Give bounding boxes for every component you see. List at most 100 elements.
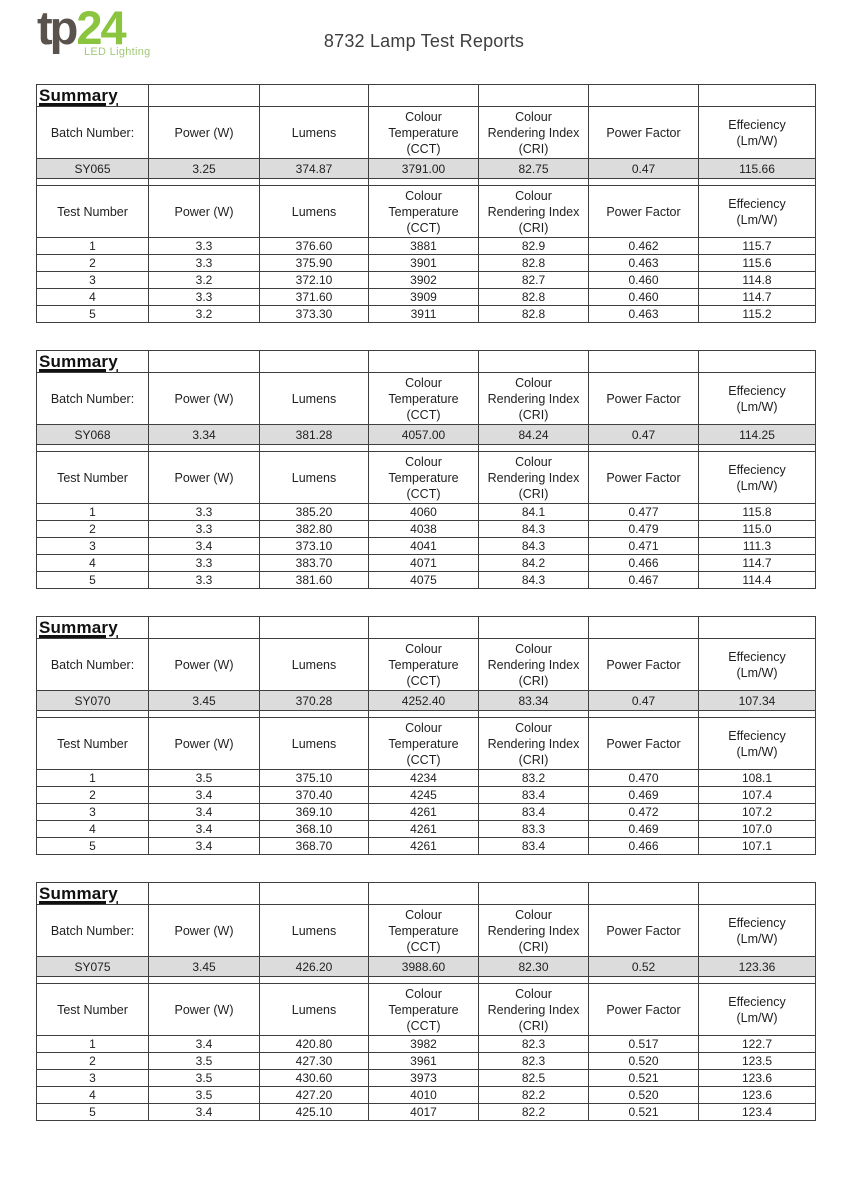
empty-cell — [478, 882, 589, 905]
lumens-column-header: Lumens — [259, 372, 369, 425]
test-power-cell: 3.4 — [148, 803, 260, 821]
test-power-factor-cell: 0.466 — [588, 554, 699, 572]
batch-efficiency-cell: 115.66 — [698, 158, 816, 179]
test-lumens-cell: 382.80 — [259, 520, 369, 538]
test-number-cell: 2 — [36, 520, 149, 538]
empty-cell — [368, 882, 479, 905]
test-efficiency-cell: 115.8 — [698, 503, 816, 521]
power-factor-column-header: Power Factor — [588, 638, 699, 691]
test-cri-cell: 82.8 — [478, 254, 589, 272]
power-factor-column-header: Power Factor — [588, 372, 699, 425]
cri-column-header: Colour Rendering Index (CRI) — [478, 717, 589, 770]
test-number-header: Test Number — [36, 983, 149, 1036]
cct-column-header: Colour Temperature (CCT) — [368, 372, 479, 425]
empty-cell — [148, 84, 260, 107]
spacer-row — [36, 178, 816, 186]
test-power-cell: 3.4 — [148, 820, 260, 838]
test-lumens-cell: 375.10 — [259, 769, 369, 787]
power-factor-column-header: Power Factor — [588, 983, 699, 1036]
test-power-factor-cell: 0.470 — [588, 769, 699, 787]
batch-lumens-cell: 370.28 — [259, 690, 369, 711]
test-power-factor-cell: 0.469 — [588, 820, 699, 838]
test-efficiency-cell: 107.0 — [698, 820, 816, 838]
test-data-row: 5 3.2 373.30 3911 82.8 0.463 115.2 — [36, 305, 816, 323]
batch-number-cell: SY065 — [36, 158, 149, 179]
spacer-cell — [148, 444, 260, 452]
test-efficiency-cell: 114.7 — [698, 554, 816, 572]
test-cri-cell: 84.1 — [478, 503, 589, 521]
summary-label-cell: Summary — [36, 84, 149, 107]
summary-table: Summary Batch Number: Power (W) Lumens C… — [36, 616, 816, 855]
batch-data-row: SY068 3.34 381.28 4057.00 84.24 0.47 114… — [36, 424, 816, 445]
empty-cell — [588, 84, 699, 107]
test-number-cell: 3 — [36, 803, 149, 821]
test-number-cell: 1 — [36, 503, 149, 521]
efficiency-column-header: Effeciency (Lm/W) — [698, 638, 816, 691]
test-cri-cell: 82.8 — [478, 288, 589, 306]
test-efficiency-cell: 122.7 — [698, 1035, 816, 1053]
batch-power-cell: 3.45 — [148, 956, 260, 977]
batch-power-factor-cell: 0.47 — [588, 158, 699, 179]
batch-number-header: Batch Number: — [36, 372, 149, 425]
efficiency-column-header: Effeciency (Lm/W) — [698, 451, 816, 504]
spacer-cell — [478, 178, 589, 186]
test-lumens-cell: 425.10 — [259, 1103, 369, 1121]
cct-column-header: Colour Temperature (CCT) — [368, 983, 479, 1036]
test-data-row: 3 3.4 369.10 4261 83.4 0.472 107.2 — [36, 803, 816, 821]
test-data-row: 5 3.4 368.70 4261 83.4 0.466 107.1 — [36, 837, 816, 855]
test-number-cell: 5 — [36, 837, 149, 855]
test-power-factor-cell: 0.469 — [588, 786, 699, 804]
spacer-cell — [259, 444, 369, 452]
test-lumens-cell: 369.10 — [259, 803, 369, 821]
test-lumens-cell: 376.60 — [259, 237, 369, 255]
test-efficiency-cell: 114.7 — [698, 288, 816, 306]
empty-cell — [368, 84, 479, 107]
spacer-cell — [148, 710, 260, 718]
spacer-cell — [259, 710, 369, 718]
spacer-row — [36, 710, 816, 718]
power-column-header: Power (W) — [148, 904, 260, 957]
test-lumens-cell: 373.10 — [259, 537, 369, 555]
cct-column-header: Colour Temperature (CCT) — [368, 638, 479, 691]
test-efficiency-cell: 115.2 — [698, 305, 816, 323]
lumens-column-header: Lumens — [259, 983, 369, 1036]
empty-cell — [698, 350, 816, 373]
batch-header-row: Batch Number: Power (W) Lumens Colour Te… — [36, 372, 816, 425]
empty-cell — [368, 616, 479, 639]
spacer-cell — [259, 178, 369, 186]
spacer-cell — [588, 976, 699, 984]
test-data-row: 2 3.3 375.90 3901 82.8 0.463 115.6 — [36, 254, 816, 272]
test-data-row: 3 3.4 373.10 4041 84.3 0.471 111.3 — [36, 537, 816, 555]
test-data-row: 5 3.4 425.10 4017 82.2 0.521 123.4 — [36, 1103, 816, 1121]
test-data-row: 1 3.5 375.10 4234 83.2 0.470 108.1 — [36, 769, 816, 787]
batch-cct-cell: 4252.40 — [368, 690, 479, 711]
summary-table-block: Summary Batch Number: Power (W) Lumens C… — [36, 84, 816, 323]
test-efficiency-cell: 111.3 — [698, 537, 816, 555]
logo-tp-text: tp — [37, 1, 78, 54]
cct-column-header: Colour Temperature (CCT) — [368, 717, 479, 770]
test-power-cell: 3.5 — [148, 1086, 260, 1104]
summary-row: Summary — [36, 616, 816, 639]
spacer-cell — [588, 444, 699, 452]
test-cri-cell: 83.4 — [478, 803, 589, 821]
test-cct-cell: 4075 — [368, 571, 479, 589]
efficiency-column-header: Effeciency (Lm/W) — [698, 372, 816, 425]
test-cct-cell: 4041 — [368, 537, 479, 555]
test-power-cell: 3.2 — [148, 271, 260, 289]
test-power-cell: 3.5 — [148, 1069, 260, 1087]
test-number-cell: 5 — [36, 305, 149, 323]
test-efficiency-cell: 123.5 — [698, 1052, 816, 1070]
cct-column-header: Colour Temperature (CCT) — [368, 451, 479, 504]
test-header-row: Test Number Power (W) Lumens Colour Temp… — [36, 983, 816, 1036]
test-data-row: 4 3.4 368.10 4261 83.3 0.469 107.0 — [36, 820, 816, 838]
test-cct-cell: 3902 — [368, 271, 479, 289]
test-number-cell: 2 — [36, 254, 149, 272]
test-power-cell: 3.4 — [148, 537, 260, 555]
cri-column-header: Colour Rendering Index (CRI) — [478, 904, 589, 957]
spacer-cell — [478, 710, 589, 718]
summary-label: Summary — [39, 883, 118, 903]
test-header-row: Test Number Power (W) Lumens Colour Temp… — [36, 451, 816, 504]
power-factor-column-header: Power Factor — [588, 717, 699, 770]
batch-power-factor-cell: 0.47 — [588, 690, 699, 711]
